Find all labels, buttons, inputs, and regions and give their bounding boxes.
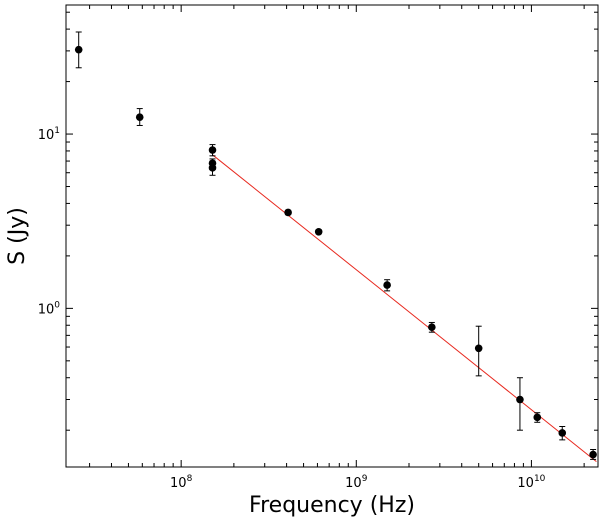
marker <box>284 208 292 217</box>
marker <box>558 429 567 437</box>
data-point <box>428 321 436 333</box>
data-point <box>208 144 217 157</box>
y-tick-label: 101 <box>38 126 60 143</box>
power-law-fit <box>212 154 597 463</box>
data-point <box>135 108 144 126</box>
marker <box>533 413 542 422</box>
data-points <box>74 31 597 460</box>
data-point <box>314 227 323 236</box>
data-point <box>474 325 483 377</box>
x-tick-label: 109 <box>345 474 368 491</box>
marker <box>208 146 217 154</box>
marker <box>474 344 483 353</box>
marker <box>589 450 597 459</box>
marker <box>74 45 83 54</box>
fit-line <box>212 154 597 463</box>
data-point <box>558 426 567 441</box>
x-tick-label: 108 <box>170 474 193 491</box>
ticks <box>66 5 598 467</box>
x-tick-label: 1010 <box>517 474 545 491</box>
data-point <box>589 448 597 460</box>
marker <box>383 281 391 289</box>
data-point <box>208 160 217 176</box>
marker <box>208 164 217 172</box>
tick-labels: 108 109 1010 100 101 <box>38 126 546 491</box>
data-point <box>74 31 83 69</box>
data-point <box>383 279 391 292</box>
marker <box>314 227 323 236</box>
data-point <box>284 208 292 217</box>
marker <box>516 395 524 404</box>
marker <box>135 113 144 121</box>
data-point <box>533 412 542 423</box>
y-tick-label: 100 <box>38 300 61 317</box>
y-axis-label: S (Jy) <box>5 207 30 265</box>
x-axis-label: Frequency (Hz) <box>249 493 415 518</box>
marker <box>428 323 436 331</box>
plot-area <box>65 4 599 468</box>
data-point <box>516 377 524 431</box>
